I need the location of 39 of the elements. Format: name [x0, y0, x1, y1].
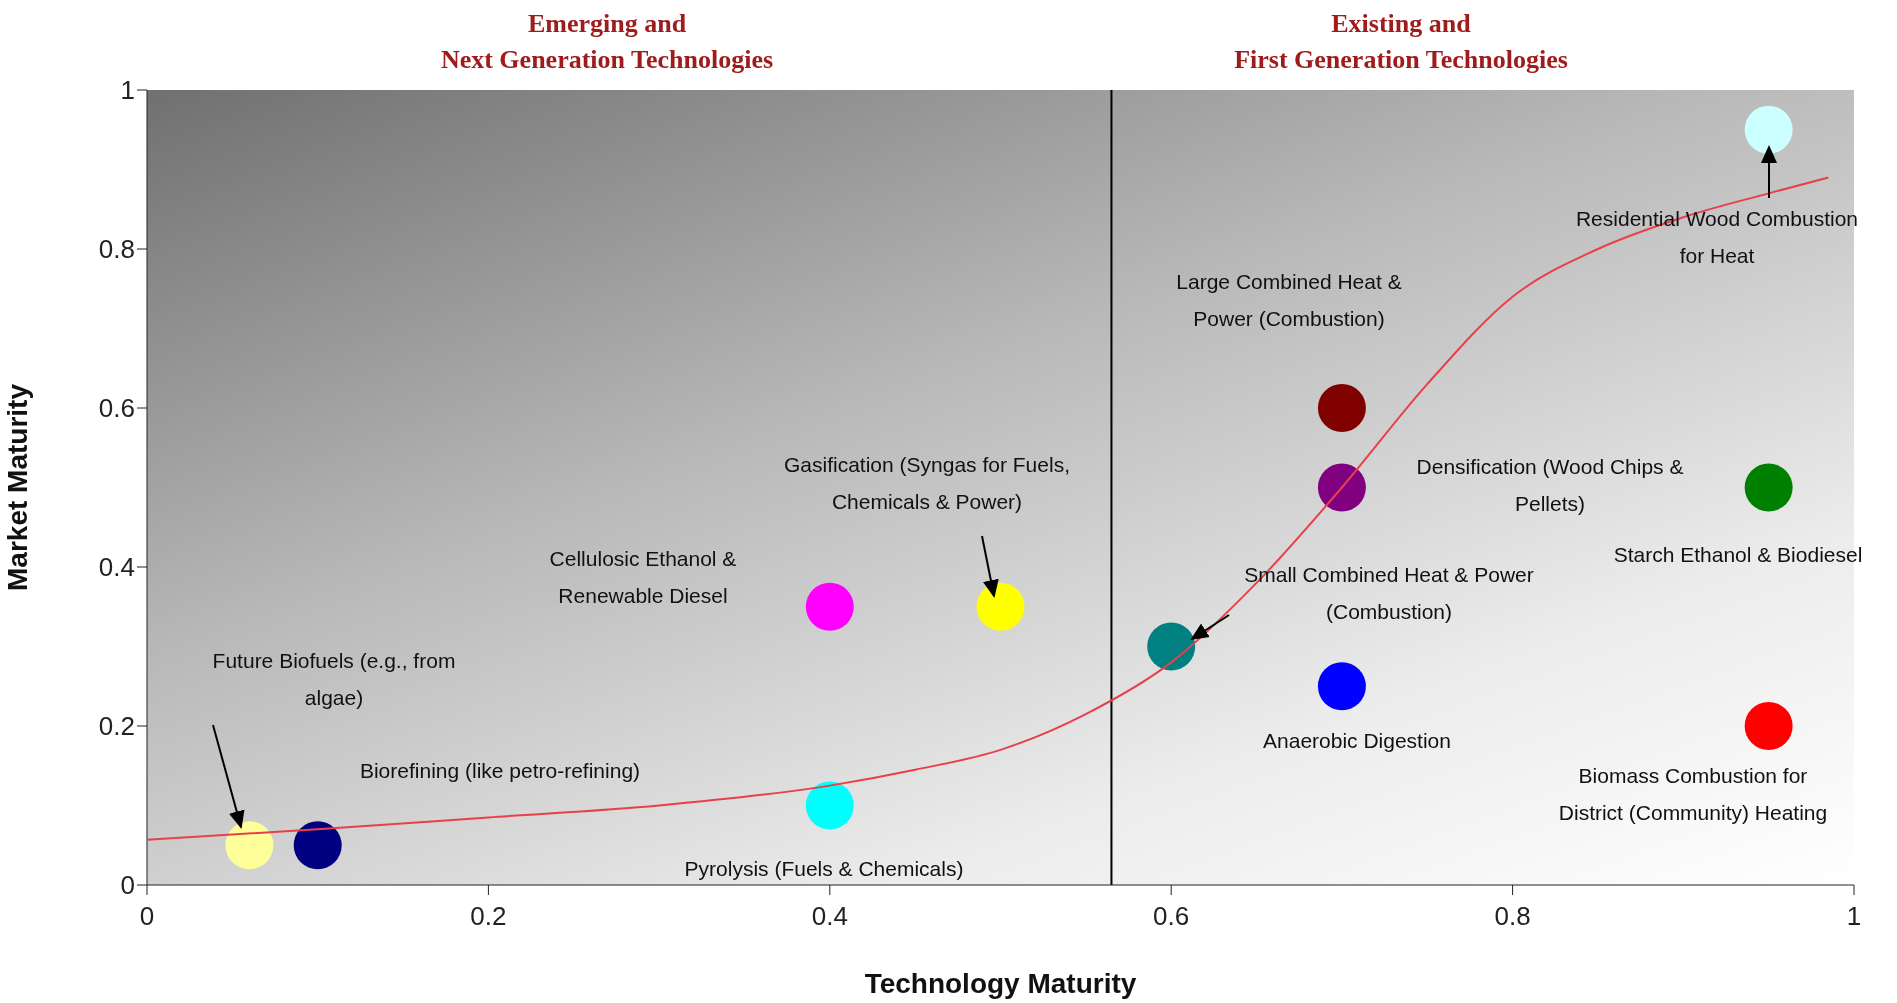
- x-axis-title: Technology Maturity: [864, 968, 1137, 999]
- point: [1147, 622, 1196, 671]
- annotation: Residential Wood Combustion for Heat: [1575, 206, 1859, 267]
- x-tick-label: 0.4: [811, 901, 848, 932]
- y-tick-label: 0: [120, 870, 135, 901]
- point: [1744, 702, 1793, 750]
- point: [1744, 463, 1793, 512]
- annotation: Biomass Combustion for District (Community) Heating: [1558, 763, 1828, 824]
- point: [225, 821, 274, 870]
- annotation: Anaerobic Digestion: [1263, 728, 1451, 752]
- annotation: Cellulosic Ethanol & Renewable Diesel: [549, 546, 737, 607]
- point: [805, 781, 854, 830]
- annotation: Future Biofuels (e.g., from algae): [212, 648, 456, 709]
- y-tick-label: 0.2: [98, 711, 135, 742]
- x-tick-label: 0.6: [1153, 901, 1190, 932]
- annotation: Gasification (Syngas for Fuels, Chemicals & Power): [784, 452, 1070, 513]
- annotation: Biorefining (like petro-refining): [359, 758, 641, 782]
- text: Existing and First Generation Technologies: [1234, 9, 1568, 74]
- y-tick-label: 0.4: [98, 552, 135, 583]
- point: [1317, 384, 1366, 432]
- y-tick-label: 0.8: [98, 234, 135, 265]
- point: [1744, 105, 1793, 154]
- y-tick-label: 1: [120, 75, 135, 106]
- point: [1317, 463, 1366, 512]
- y-tick-label: 0.6: [98, 393, 135, 424]
- text: Emerging and Next Generation Technologies: [440, 9, 774, 74]
- point: [1317, 662, 1366, 711]
- annotation: Starch Ethanol & Biodiesel: [1613, 542, 1863, 566]
- annotation: Pyrolysis (Fuels & Chemicals): [684, 856, 964, 880]
- x-tick-label: 0: [139, 901, 155, 932]
- x-tick-label: 0.2: [470, 901, 507, 932]
- point: [293, 821, 342, 870]
- point: [976, 582, 1025, 631]
- point: [805, 582, 854, 631]
- y-axis-title: Market Maturity: [1, 383, 33, 591]
- annotation: Densification (Wood Chips & Pellets): [1416, 454, 1684, 515]
- x-tick-label: 1: [1846, 901, 1862, 932]
- x-tick-label: 0.8: [1494, 901, 1531, 932]
- annotation: Large Combined Heat & Power (Combustion): [1176, 269, 1402, 330]
